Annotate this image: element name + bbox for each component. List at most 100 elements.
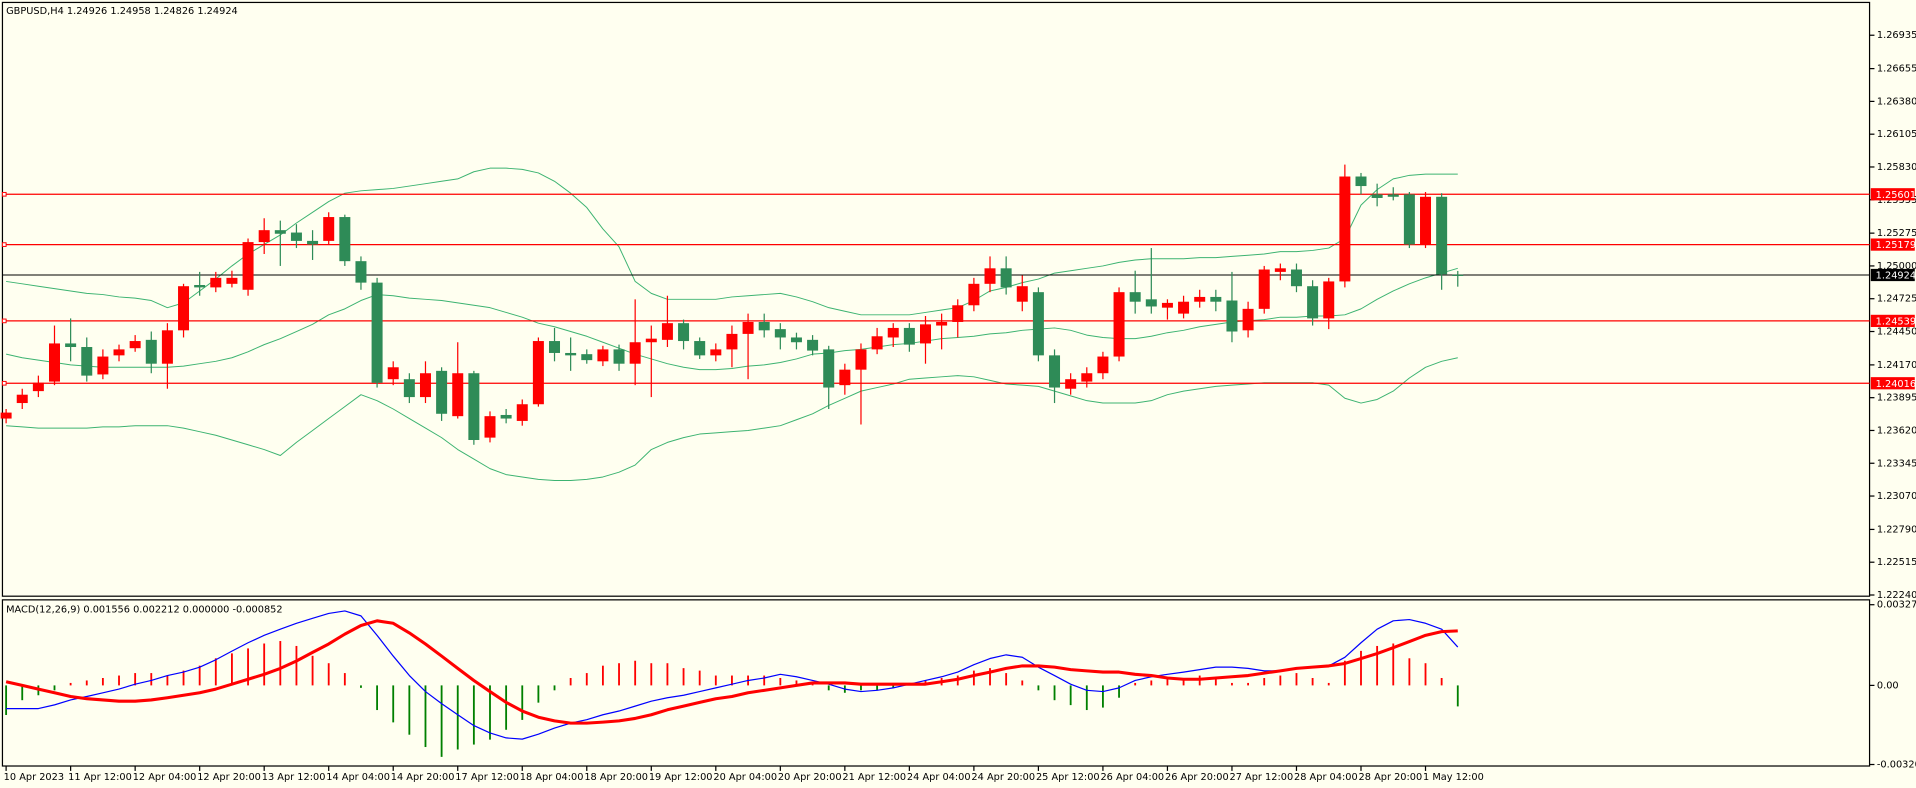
indicator-line	[6, 357, 1458, 482]
macd-title: MACD(12,26,9) 0.001556 0.002212 0.000000…	[6, 605, 283, 616]
candle-body	[32, 382, 44, 392]
y-tick-label: -0.003209	[1877, 760, 1916, 771]
candle-body	[178, 286, 190, 331]
candle-body	[1290, 269, 1302, 287]
candle-body	[774, 329, 786, 338]
x-tick-label: 20 Apr 20:00	[778, 772, 842, 783]
candle-body	[436, 370, 448, 414]
y-tick-label: 1.23895	[1877, 393, 1916, 404]
y-tick-label: 0.00	[1877, 680, 1899, 691]
level-price-label: 1.24016	[1876, 379, 1916, 390]
candle-body	[1436, 196, 1448, 275]
candle-body	[839, 369, 851, 386]
y-tick-label: 1.23345	[1877, 458, 1916, 469]
chart-title: GBPUSD,H4 1.24926 1.24958 1.24826 1.2492…	[6, 6, 238, 17]
candle-body	[968, 283, 980, 306]
candle-body	[726, 333, 738, 350]
y-tick-label: 0.003273	[1877, 600, 1916, 611]
candle-body	[1065, 379, 1077, 389]
x-tick-label: 10 Apr 2023	[4, 772, 64, 783]
candle-body	[1194, 296, 1206, 302]
y-tick-label: 1.24170	[1877, 360, 1916, 371]
candle-body	[274, 230, 286, 234]
level-price-box	[1870, 377, 1915, 390]
candle-body	[323, 217, 335, 241]
level-anchor	[1, 318, 7, 324]
indicator-line	[6, 610, 1459, 740]
candle-body	[468, 373, 480, 441]
candle-body	[194, 285, 206, 288]
macd-panel-frame	[1, 599, 1871, 767]
x-tick-label: 11 Apr 12:00	[68, 772, 132, 783]
candle-body	[629, 342, 641, 364]
candle-body	[613, 349, 625, 364]
candle-body	[1032, 292, 1044, 356]
x-tick-label: 24 Apr 04:00	[907, 772, 971, 783]
x-tick-label: 26 Apr 20:00	[1165, 772, 1229, 783]
candle-body	[952, 305, 964, 322]
candle-body	[532, 341, 544, 405]
candle-body	[1258, 269, 1270, 309]
x-tick-label: 28 Apr 20:00	[1359, 772, 1423, 783]
candle-body	[1210, 296, 1222, 302]
candle-body	[1323, 281, 1335, 319]
candle-body	[1113, 292, 1125, 357]
candle-body	[452, 373, 464, 417]
candle-body	[1161, 302, 1173, 308]
x-tick-label: 21 Apr 12:00	[842, 772, 906, 783]
candle-body	[887, 327, 899, 338]
candle-body	[419, 373, 431, 398]
candle-body	[565, 352, 577, 356]
candle-body	[1016, 286, 1028, 302]
y-tick-label: 1.26935	[1877, 30, 1916, 41]
y-tick-label: 1.23070	[1877, 491, 1916, 502]
x-tick-label: 24 Apr 20:00	[971, 772, 1035, 783]
level-anchor	[1, 380, 7, 386]
candle-body	[1452, 274, 1464, 276]
candle-body	[1371, 194, 1383, 198]
candle-body	[516, 404, 528, 421]
candle-body	[694, 341, 706, 356]
candle-body	[355, 261, 367, 283]
candle-body	[387, 367, 399, 380]
candle-body	[549, 341, 561, 353]
candle-body	[1178, 301, 1190, 314]
y-tick-label: 1.22240	[1877, 590, 1916, 601]
candle-body	[984, 268, 996, 284]
y-tick-label: 1.24725	[1877, 294, 1916, 305]
candle-body	[645, 338, 657, 343]
x-tick-label: 13 Apr 12:00	[262, 772, 326, 783]
level-price-label: 1.25601	[1876, 190, 1916, 201]
level-price-box	[1870, 188, 1915, 201]
candle-body	[871, 336, 883, 350]
candle-body	[242, 242, 254, 290]
candle-body	[807, 339, 819, 351]
level-price-label: 1.24539	[1876, 317, 1916, 328]
y-tick-label: 1.25000	[1877, 261, 1916, 272]
candle-body	[823, 349, 835, 388]
candle-body	[1339, 176, 1351, 282]
y-tick-label: 1.26380	[1877, 96, 1916, 107]
x-tick-label: 17 Apr 12:00	[455, 772, 519, 783]
candle-body	[129, 341, 141, 349]
candle-body	[1145, 299, 1157, 307]
candle-body	[97, 356, 109, 375]
y-tick-label: 1.22790	[1877, 524, 1916, 535]
y-tick-label: 1.23620	[1877, 425, 1916, 436]
candle-body	[919, 324, 931, 344]
candle-body	[1274, 268, 1286, 272]
candle-body	[210, 277, 222, 288]
indicator-line	[5, 619, 1458, 725]
x-tick-label: 19 Apr 12:00	[649, 772, 713, 783]
candle-body	[0, 412, 12, 419]
candle-body	[65, 343, 77, 348]
candle-body	[597, 349, 609, 362]
candle-body	[790, 337, 802, 343]
level-price-box	[1870, 314, 1915, 328]
y-tick-label: 1.26105	[1877, 129, 1916, 140]
candle-body	[1355, 176, 1367, 187]
candle-body	[903, 327, 915, 345]
